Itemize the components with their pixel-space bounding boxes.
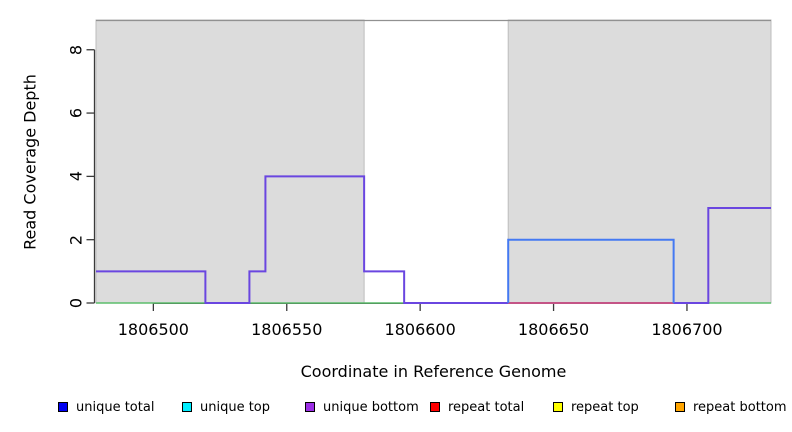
y-axis-title: Read Coverage Depth [20,73,40,250]
y-tick-label: 0 [66,297,86,309]
x-tick-label: 1806500 [117,320,189,339]
legend-label: unique top [200,399,271,415]
legend-label: repeat total [448,399,525,415]
legend-item-repeat-top: repeat top [553,398,639,416]
legend-item-unique-total: unique total [58,398,154,416]
legend-swatch-icon [182,402,192,412]
y-tick-label: 8 [66,44,86,55]
x-tick-label: 1806600 [384,320,456,339]
legend-item-repeat-total: repeat total [430,398,524,416]
series-unique-coverage-blue [507,238,675,303]
legend-label: repeat top [571,399,639,415]
legend-item-unique-bottom: unique bottom [305,398,419,416]
y-tick-label: 6 [66,107,86,119]
legend: unique total unique top unique bottom repea… [0,398,792,420]
shaded-region-1 [95,19,365,304]
legend-swatch-icon [675,402,685,412]
legend-swatch-icon [553,402,563,412]
legend-swatch-icon [305,402,315,412]
x-tick-label: 1806700 [651,320,723,339]
y-tick-label: 2 [66,234,86,245]
legend-label: repeat bottom [693,399,787,415]
legend-item-repeat-bottom: repeat bottom [675,398,787,416]
x-tick-label: 1806650 [517,320,590,339]
legend-swatch-icon [430,402,440,412]
legend-swatch-icon [58,402,68,412]
y-tick-label: 4 [66,171,86,182]
x-axis-title: Coordinate in Reference Genome [300,362,567,381]
legend-label: unique bottom [323,399,419,415]
legend-label: unique total [76,399,155,415]
shaded-region-2 [507,19,772,304]
legend-item-unique-top: unique top [182,398,270,416]
x-tick-label: 1806550 [251,320,323,339]
